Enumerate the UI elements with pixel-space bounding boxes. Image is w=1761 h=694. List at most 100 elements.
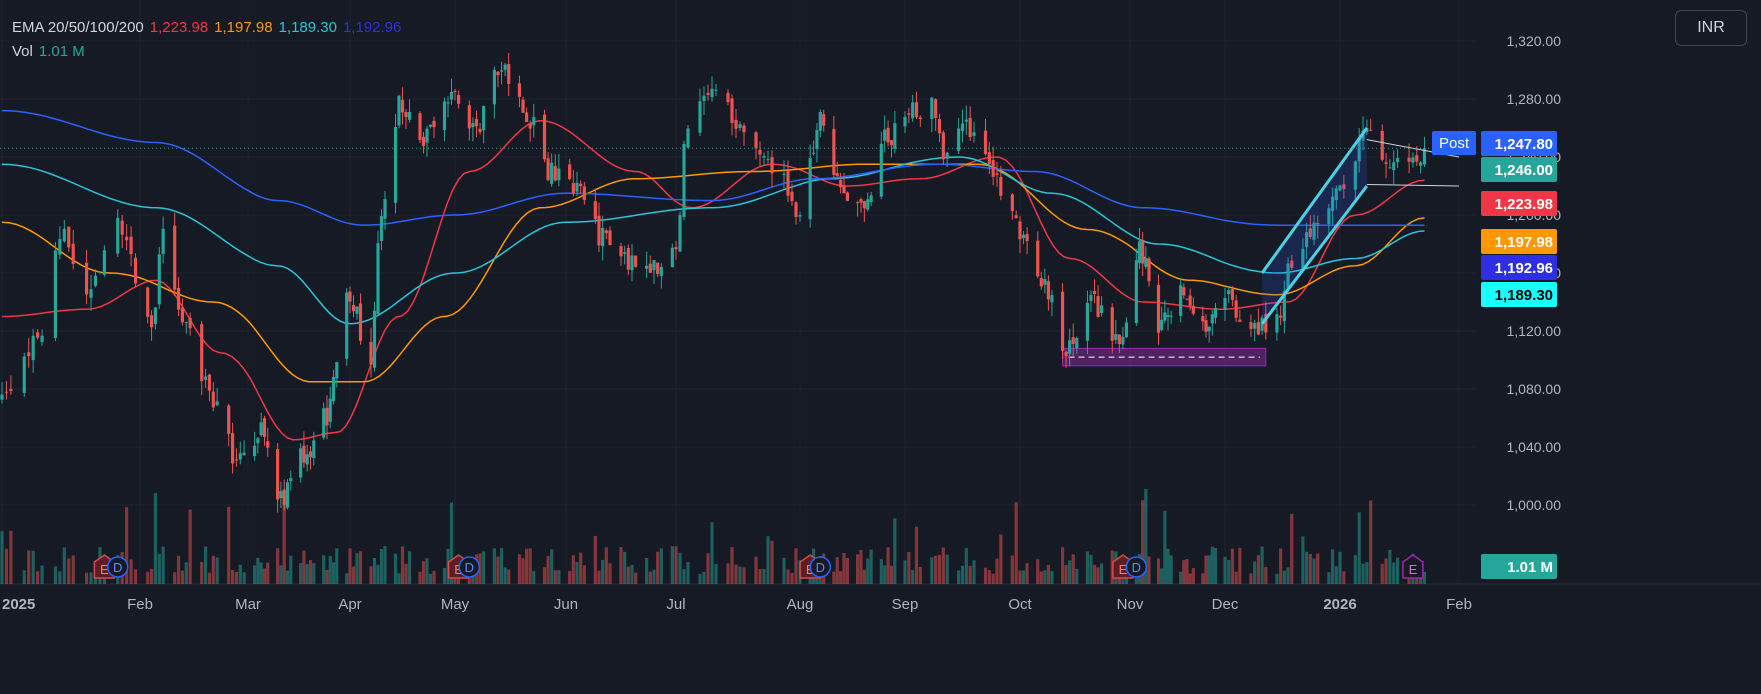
rising-channel-lower-line[interactable] [1260, 185, 1369, 325]
dividend-marker-label: D [1132, 560, 1141, 575]
candle-body [1286, 263, 1290, 290]
candle-body [1188, 295, 1192, 306]
candle-body [553, 165, 557, 181]
volume-bar [582, 565, 586, 584]
volume-bar [1075, 568, 1079, 584]
time-tick-label: Aug [787, 596, 814, 613]
volume-bar [1147, 556, 1151, 584]
volume-bar [762, 568, 766, 584]
volume-bar [157, 553, 161, 584]
price-tick-label: 1,280.00 [1507, 91, 1562, 107]
ema-line-ema100 [1, 156, 1425, 325]
volume-bar [379, 549, 384, 584]
volume-bar [4, 548, 9, 584]
candle-body [1282, 291, 1286, 322]
candle-body [1253, 322, 1257, 329]
candle-body [1092, 290, 1097, 295]
candle-body [325, 407, 329, 426]
volume-bar [234, 571, 239, 584]
volume-bar [1169, 555, 1173, 584]
time-tick-label: Mar [235, 596, 261, 613]
price-tick-label: 1,120.00 [1507, 323, 1562, 339]
candle-body [1039, 278, 1043, 287]
candle-body [546, 158, 550, 181]
consolidation-lower-line[interactable] [1366, 184, 1460, 187]
ema50-value: 1,197.98 [214, 19, 273, 36]
candle-body [1411, 157, 1415, 163]
volume-bar [883, 565, 887, 584]
time-axis[interactable]: 2025 Feb Mar Apr May Jun Jul Aug Sep Oct Nov Dec 202… [2, 596, 1472, 613]
candle-body [1275, 314, 1279, 333]
volume-bar [682, 569, 686, 584]
volume-bar [1188, 573, 1192, 584]
candle-body [492, 69, 496, 105]
rising-channel-upper-line[interactable] [1260, 127, 1369, 274]
dividend-marker-label: D [113, 560, 122, 575]
volume-bar [608, 563, 612, 584]
volume-bar [766, 536, 770, 584]
candle-body [27, 352, 31, 357]
volume-bar [542, 567, 547, 584]
volume-bar [734, 564, 738, 584]
price-tag-label: 1,246.00 [1495, 162, 1553, 179]
candle-body [31, 335, 35, 361]
time-tick-label: Feb [1446, 596, 1472, 613]
volume-bar [832, 571, 836, 584]
dividend-marker[interactable] [458, 556, 481, 578]
candle-body [1238, 319, 1242, 322]
volume-bar [1191, 568, 1195, 584]
volume-bar [983, 567, 988, 584]
candle-body [528, 123, 532, 129]
dividend-marker[interactable] [106, 556, 129, 578]
candle-body [355, 306, 359, 314]
candle-body [1124, 322, 1129, 338]
volume-bar [550, 549, 554, 584]
ema-legend-row[interactable]: EMA 20/50/100/200 1,223.98 1,197.98 1,189.3… [12, 16, 407, 40]
volume-bar [1156, 558, 1161, 584]
support-zone[interactable] [1062, 347, 1267, 367]
volume-bar [328, 555, 332, 584]
dividend-marker[interactable] [809, 556, 832, 578]
candle-body [507, 64, 511, 84]
candle-body [345, 292, 349, 359]
price-tag [1481, 255, 1557, 280]
candle-body [862, 201, 866, 209]
candle-body [1068, 340, 1072, 354]
price-tags: Post 1,247.80 1,246.00 1,223.98 1,197.98 1,19… [1432, 131, 1557, 579]
volume-bar [53, 566, 58, 584]
candle-body [903, 116, 907, 127]
volume-bar [279, 565, 283, 584]
volume-bar [1060, 547, 1065, 584]
candle-body [482, 105, 486, 131]
candle-body [706, 92, 710, 95]
candle-body [1234, 300, 1238, 318]
currency-button[interactable]: INR [1675, 10, 1747, 46]
dividend-marker[interactable] [1125, 556, 1148, 578]
price-tick-label: 1,080.00 [1507, 381, 1562, 397]
volume-bar [702, 571, 706, 584]
candle-body [1353, 161, 1357, 190]
time-tick-label: Dec [1212, 596, 1239, 613]
volume-bar [1096, 567, 1100, 584]
candle-body [449, 91, 454, 100]
volume-legend-row[interactable]: Vol 1.01 M [12, 40, 407, 64]
volume-bar [125, 507, 129, 584]
volume-bar [242, 572, 246, 584]
candle-body [1256, 322, 1260, 335]
time-tick-label: Oct [1008, 596, 1032, 613]
event-markers[interactable]: EDEDEDEDE [93, 554, 1424, 579]
volume-bar [1361, 563, 1365, 584]
trend-drawings[interactable] [1260, 127, 1460, 325]
volume-bar [184, 562, 188, 584]
volume-bar [1227, 559, 1231, 584]
volume-bar [203, 546, 208, 584]
earnings-marker[interactable] [1402, 554, 1424, 579]
volume-bar [1392, 562, 1396, 584]
price-tag [1481, 282, 1557, 307]
volume-bar [1264, 567, 1268, 584]
volume-bar [1422, 571, 1427, 584]
ema-line-ema50 [1, 163, 1425, 383]
candle-body [710, 88, 714, 98]
